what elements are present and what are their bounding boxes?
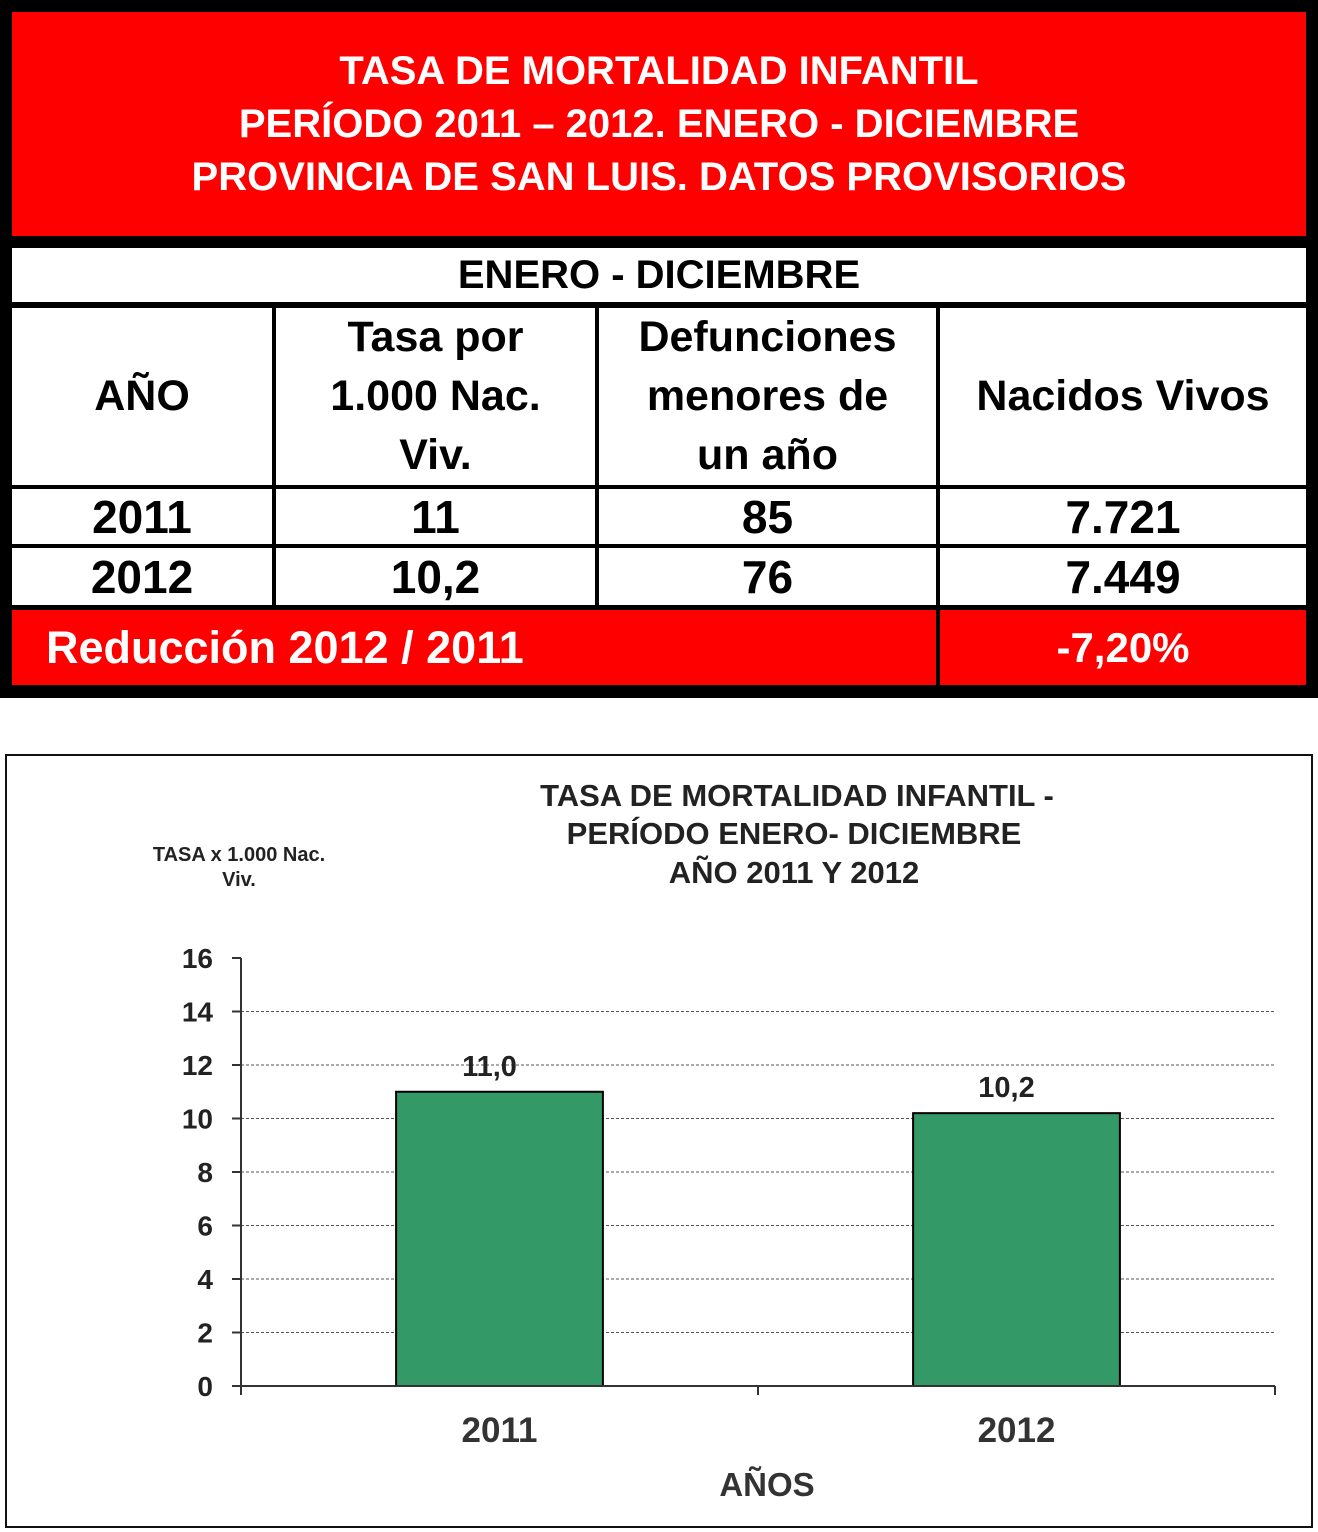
column-header-rate-line-2: 1.000 Nac.	[330, 372, 541, 420]
reduction-value: -7,20%	[940, 610, 1306, 685]
column-header-deaths-line-2: menores de	[646, 372, 889, 420]
column-header-deaths: Defunciones menores de un año	[599, 308, 936, 485]
mortality-bar-chart: 11,0 10,2 0 2 4 6 8 10 12 14 16 2011 2012 TASA DE M…	[5, 754, 1313, 1528]
x-tick-label: 2012	[978, 1411, 1056, 1450]
x-axis-label: AÑOS	[719, 1466, 814, 1503]
bar-2012	[912, 1112, 1121, 1387]
table-title-line-3: PROVINCIA DE SAN LUIS. DATOS PROVISORIOS	[191, 154, 1127, 199]
axes: 0 2 4 6 8 10 12 14 16 2011 2012	[182, 943, 1276, 1450]
table-cell-year: 2012	[12, 548, 272, 605]
column-header-rate: Tasa por 1.000 Nac. Viv.	[276, 308, 595, 485]
table-cell-births: 7.449	[940, 548, 1306, 605]
column-header-rate-line-3: Viv.	[399, 431, 472, 479]
chart-title-line-2: PERÍODO ENERO- DICIEMBRE	[567, 816, 1022, 851]
x-tick-label: 2011	[462, 1411, 538, 1450]
column-header-births: Nacidos Vivos	[940, 308, 1306, 485]
y-tick-label: 14	[182, 997, 214, 1028]
column-header-deaths-line-3: un año	[697, 431, 838, 479]
table-cell-rate: 10,2	[276, 548, 595, 605]
reduction-label: Reducción 2012 / 2011	[12, 610, 936, 685]
table-title-line-2: PERÍODO 2011 – 2012. ENERO - DICIEMBRE	[238, 101, 1080, 146]
table-title-line-1: TASA DE MORTALIDAD INFANTIL	[339, 48, 979, 93]
data-label: 11,0	[462, 1051, 517, 1083]
chart-title-line-1: TASA DE MORTALIDAD INFANTIL -	[540, 778, 1054, 813]
table-cell-deaths: 85	[599, 489, 936, 544]
table-cell-deaths: 76	[599, 548, 936, 605]
column-header-deaths-line-1: Defunciones	[638, 313, 897, 361]
column-header-year: AÑO	[12, 308, 272, 485]
y-tick-label: 6	[197, 1211, 213, 1242]
y-tick-label: 8	[197, 1157, 213, 1188]
table-cell-births: 7.721	[940, 489, 1306, 544]
column-header-year-line-1: AÑO	[94, 372, 190, 420]
y-tick-label: 4	[197, 1264, 213, 1295]
y-tick-label: 16	[182, 943, 213, 974]
y-axis-label-line-1: TASA x 1.000 Nac.	[153, 844, 325, 866]
chart-canvas: 11,0 10,2 0 2 4 6 8 10 12 14 16 2011 2012 TASA DE M…	[153, 778, 1276, 1503]
data-label: 10,2	[978, 1072, 1034, 1104]
column-header-rate-line-1: Tasa por	[347, 313, 524, 361]
chart-title-line-3: AÑO 2011 Y 2012	[669, 855, 920, 890]
table-title: TASA DE MORTALIDAD INFANTIL PERÍODO 2011…	[12, 12, 1306, 236]
y-tick-label: 12	[182, 1050, 213, 1081]
y-tick-label: 0	[197, 1371, 213, 1402]
column-header-births-line-1: Nacidos Vivos	[976, 372, 1270, 420]
table-cell-rate: 11	[276, 489, 595, 544]
bars: 11,0 10,2	[395, 1051, 1121, 1387]
y-tick-label: 10	[182, 1104, 213, 1135]
y-axis-label-line-2: Viv.	[222, 869, 256, 891]
bar-2011	[395, 1090, 604, 1387]
y-tick-label: 2	[197, 1318, 213, 1349]
period-subheader: ENERO - DICIEMBRE	[12, 248, 1306, 302]
mortality-table: TASA DE MORTALIDAD INFANTIL PERÍODO 2011…	[0, 0, 1318, 698]
table-cell-year: 2011	[12, 489, 272, 544]
